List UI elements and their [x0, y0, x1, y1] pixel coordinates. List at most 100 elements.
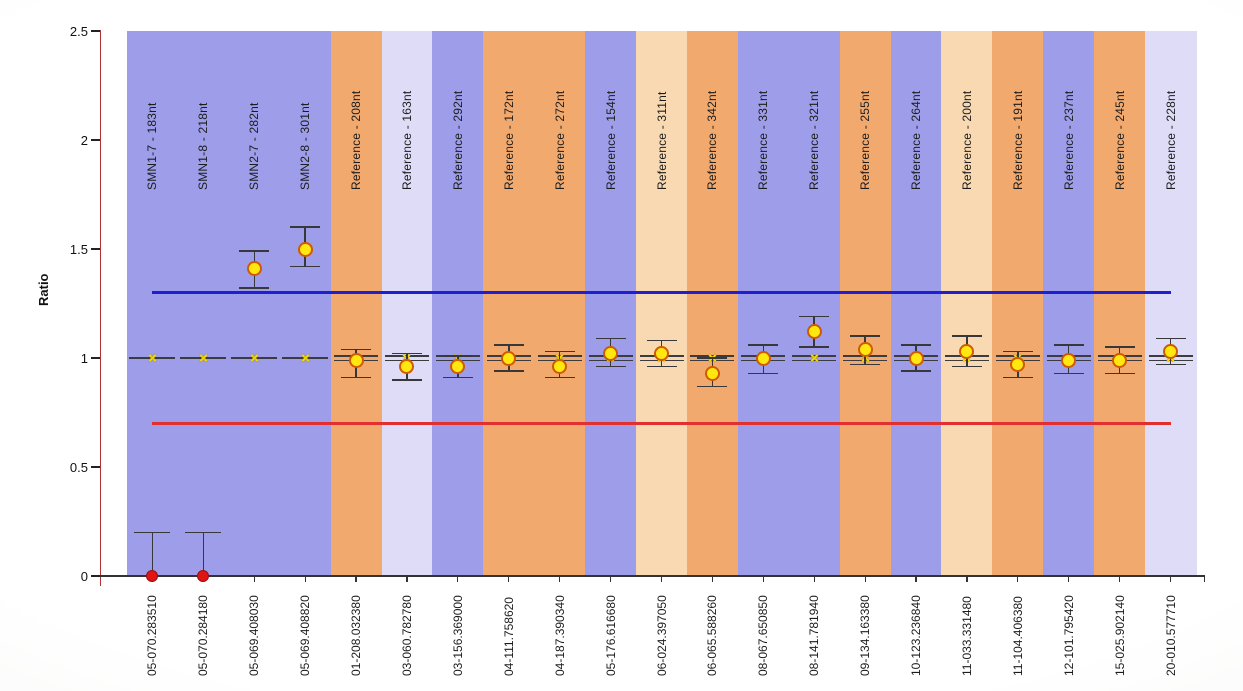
- probe-band: [127, 31, 179, 576]
- ratio-point-marker[interactable]: [1010, 357, 1026, 373]
- probe-position-label: 03-060.782780: [399, 595, 414, 676]
- ratio-point-marker[interactable]: [450, 359, 466, 375]
- y-tick-label: 1: [80, 350, 88, 366]
- probe-position-label: 11-033.331480: [959, 596, 974, 676]
- error-bar-top-cap: [544, 350, 575, 353]
- y-tick-mark: [91, 575, 100, 577]
- ratio-point-marker[interactable]: [1061, 352, 1077, 368]
- ratio-point-marker[interactable]: [297, 241, 313, 257]
- probe-band: [737, 31, 790, 576]
- error-bar-top-cap: [290, 226, 321, 228]
- probe-band: [636, 31, 688, 576]
- probe-name-label: Reference - 163nt: [399, 90, 414, 190]
- probe-position-label: 09-134.163380: [858, 595, 873, 676]
- ratio-point-marker[interactable]: [654, 346, 669, 362]
- probe-band: [1043, 31, 1095, 576]
- probe-band: [1145, 31, 1197, 576]
- x-tick-mark: [1119, 576, 1121, 582]
- ratio-point-marker[interactable]: [246, 261, 262, 277]
- probe-band: [992, 31, 1044, 576]
- y-axis-title: Ratio: [36, 273, 51, 307]
- probe-band: [228, 31, 281, 576]
- y-tick-label: 2.5: [69, 23, 88, 39]
- probe-position-label: 04-187.390340: [552, 595, 567, 676]
- red-dot-marker[interactable]: [196, 569, 209, 582]
- ratio-point-marker[interactable]: [755, 350, 771, 366]
- probe-name-label: Reference - 331nt: [756, 90, 771, 190]
- ratio-point-marker[interactable]: [501, 350, 517, 366]
- error-bar-top-cap: [1155, 337, 1186, 340]
- x-tick-mark: [304, 576, 306, 582]
- probe-name-label: Reference - 172nt: [501, 90, 516, 190]
- error-bar-bottom-cap: [697, 385, 728, 388]
- ratio-point-marker[interactable]: [857, 341, 873, 357]
- probe-name-label: Reference - 200nt: [959, 90, 974, 190]
- probe-position-label: 15-025.902140: [1112, 595, 1127, 676]
- ratio-point-marker[interactable]: [908, 350, 924, 366]
- probe-position-label: 05-176.616680: [603, 595, 618, 676]
- error-bar-bottom-cap: [239, 287, 270, 289]
- x-tick-mark: [1017, 576, 1019, 582]
- error-bar-top-cap: [134, 531, 171, 534]
- ratio-point-marker[interactable]: [704, 365, 720, 381]
- ratio-point-marker[interactable]: [959, 343, 975, 359]
- probe-name-label: Reference - 272nt: [552, 90, 567, 190]
- y-tick-mark: [91, 30, 100, 32]
- probe-position-label: 01-208.032380: [349, 595, 364, 676]
- x-axis-line: [100, 575, 1205, 577]
- x-tick-mark: [508, 576, 510, 582]
- reference-x-mark: [148, 353, 157, 362]
- probe-name-label: Reference - 311nt: [654, 91, 669, 190]
- ratio-point-marker[interactable]: [348, 352, 364, 368]
- x-tick-mark: [253, 576, 255, 582]
- y-tick-label: 0.5: [69, 459, 88, 475]
- error-bar: [202, 532, 205, 576]
- ratio-point-marker[interactable]: [552, 359, 568, 375]
- y-tick-label: 2: [80, 132, 88, 148]
- probe-name-label: SMN1-7 - 183nt: [145, 102, 160, 190]
- probe-name-label: Reference - 255nt: [858, 90, 873, 190]
- probe-position-label: 11-104.406380: [1010, 596, 1025, 676]
- error-bar-top-cap: [391, 352, 422, 355]
- x-tick-mark: [406, 576, 408, 582]
- probe-position-label: 03-156.369000: [450, 595, 465, 676]
- probe-name-label: Reference - 342nt: [705, 90, 720, 190]
- x-tick-mark: [1068, 576, 1070, 582]
- reference-x-mark: [250, 353, 259, 362]
- error-bar-bottom-cap: [391, 379, 422, 381]
- ratio-point-marker[interactable]: [1112, 352, 1128, 368]
- y-tick-mark: [91, 248, 100, 250]
- y-tick-mark: [91, 139, 100, 141]
- reference-x-mark: [199, 353, 208, 362]
- red-dot-marker[interactable]: [145, 569, 158, 582]
- probe-name-label: Reference - 237nt: [1061, 90, 1076, 190]
- error-bar-bottom-cap: [442, 376, 473, 379]
- ratio-point-marker[interactable]: [603, 346, 619, 362]
- x-axis-end-tick: [1203, 576, 1205, 582]
- x-tick-mark: [355, 576, 357, 582]
- probe-name-label: SMN2-7 - 282nt: [247, 102, 262, 190]
- probe-position-label: 05-070.283510: [145, 595, 160, 676]
- ratio-point-marker[interactable]: [1163, 343, 1179, 359]
- probe-name-label: Reference - 154nt: [603, 90, 618, 190]
- probe-band: [330, 31, 383, 576]
- probe-position-label: 10-123.236840: [909, 595, 924, 676]
- y-tick-mark: [91, 466, 100, 468]
- y-axis-line: [99, 30, 101, 586]
- error-bar-top-cap: [850, 335, 881, 337]
- x-tick-mark: [813, 576, 815, 582]
- ratio-point-marker[interactable]: [806, 324, 822, 340]
- ratio-point-marker[interactable]: [399, 359, 415, 375]
- error-bar-top-cap: [951, 335, 982, 337]
- probe-position-label: 05-069.408820: [298, 595, 313, 676]
- error-bar-bottom-cap: [493, 370, 524, 372]
- error-bar-bottom-cap: [646, 365, 677, 368]
- x-tick-mark: [559, 576, 561, 582]
- error-bar-top-cap: [341, 348, 372, 351]
- lower-limit-line: [152, 422, 1171, 425]
- probe-position-label: 08-067.650850: [756, 595, 771, 676]
- error-bar-bottom-cap: [341, 376, 372, 379]
- probe-name-label: Reference - 228nt: [1163, 90, 1178, 190]
- x-tick-mark: [711, 576, 713, 582]
